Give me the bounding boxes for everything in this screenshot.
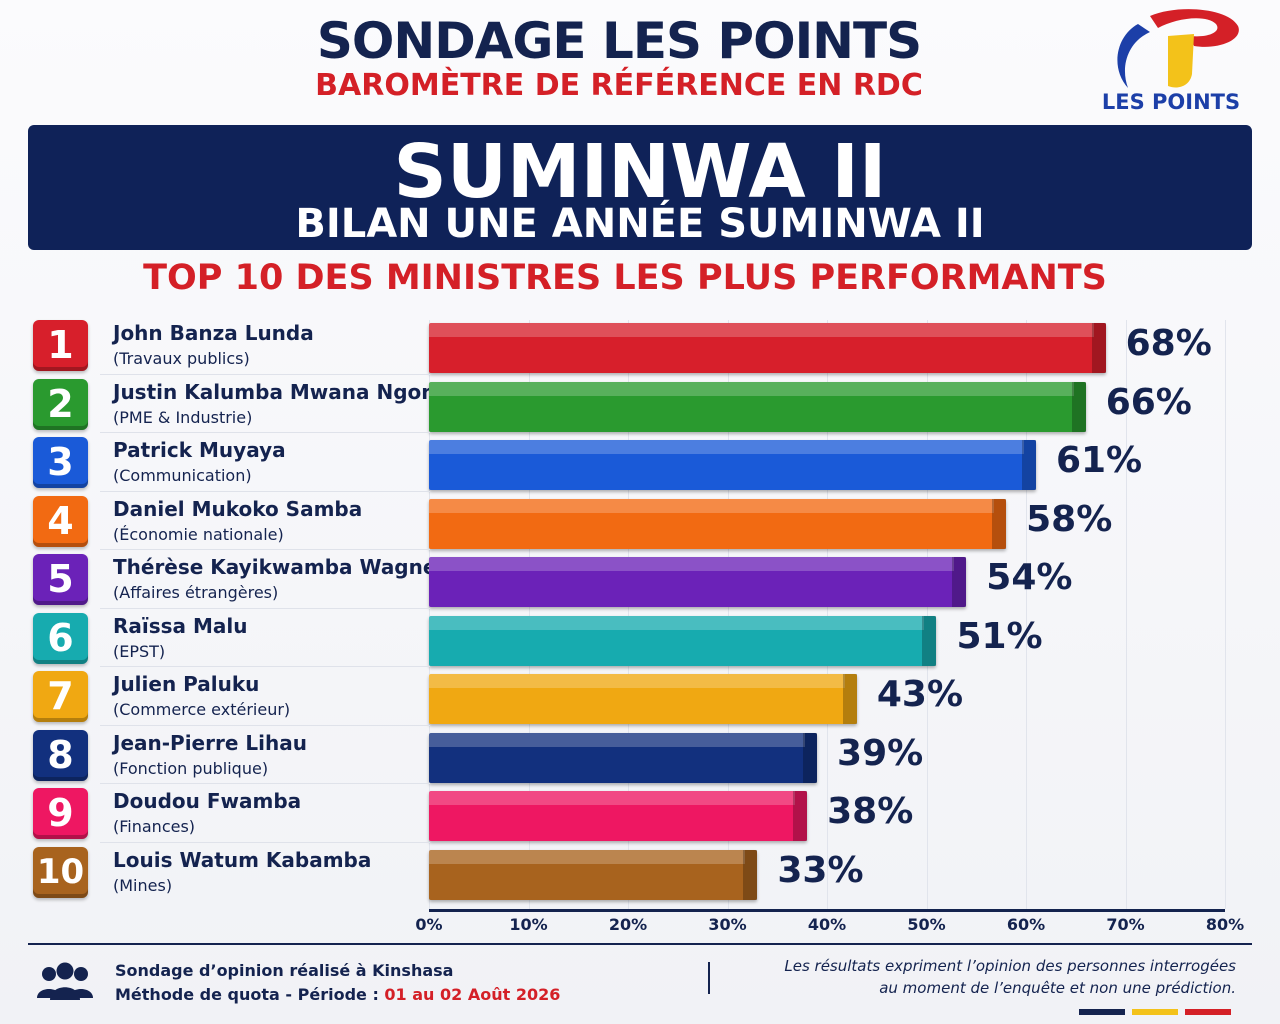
x-tick-label: 20% xyxy=(608,915,648,934)
row-separator xyxy=(100,724,430,726)
logo-text: LES POINTS xyxy=(1101,90,1241,114)
gridline xyxy=(1026,320,1027,909)
gridline xyxy=(528,320,530,909)
footer-separator xyxy=(708,962,710,994)
gridline xyxy=(827,320,828,909)
flag-stripe xyxy=(1079,1009,1125,1015)
row-separator xyxy=(100,490,430,492)
minister-portfolio: (Fonction publique) xyxy=(113,758,269,778)
rank-badge: 4 xyxy=(33,495,88,547)
minister-portfolio: (Travaux publics) xyxy=(113,349,250,368)
banner-title: SUMINWA II xyxy=(393,129,887,215)
bar-value-label: 68% xyxy=(1125,323,1212,364)
bar-value-label: 51% xyxy=(956,615,1043,657)
les-points-logo-icon xyxy=(1117,9,1239,88)
x-tick-label: 70% xyxy=(1106,915,1145,934)
bar xyxy=(429,498,1007,549)
bar-value-label: 33% xyxy=(777,849,864,891)
row-separator xyxy=(100,432,430,433)
bar-value-label: 39% xyxy=(837,732,924,774)
rank-badge: 2 xyxy=(33,378,88,430)
row-separator xyxy=(100,783,430,784)
minister-name: Thérèse Kayikwamba Wagner xyxy=(113,555,447,579)
x-tick-label: 50% xyxy=(907,915,946,934)
flag-stripe xyxy=(1185,1009,1231,1015)
gridline xyxy=(429,320,430,909)
bar xyxy=(429,615,937,666)
banner-subtitle: BILAN UNE ANNÉE SUMINWA II xyxy=(295,201,985,247)
footer-method: Méthode de quota - Période : 01 au 02 Ao… xyxy=(115,985,560,1004)
minister-name: Jean-Pierre Lihau xyxy=(113,730,307,755)
minister-name: Raïssa Malu xyxy=(113,613,248,638)
gridline xyxy=(926,320,928,909)
footer-disclaimer-1: Les résultats expriment l’opinion des pe… xyxy=(784,957,1236,975)
x-tick-label: 0% xyxy=(415,915,443,934)
minister-portfolio: (Mines) xyxy=(113,875,173,895)
bar xyxy=(429,440,1036,490)
rank-badge: 6 xyxy=(33,612,88,664)
minister-name: Justin Kalumba Mwana Ngongo xyxy=(113,379,464,404)
bar-value-label: 66% xyxy=(1105,381,1192,423)
chart-title: TOP 10 DES MINISTRES LES PLUS PERFORMANT… xyxy=(143,258,1107,298)
row-separator xyxy=(100,549,430,550)
minister-portfolio: (Affaires étrangères) xyxy=(113,583,279,602)
bar xyxy=(429,849,758,900)
footer-disclaimer-2: au moment de l’enquête et non une prédic… xyxy=(879,979,1236,997)
minister-name: Doudou Fwamba xyxy=(113,789,302,813)
x-tick-label: 60% xyxy=(1006,915,1046,934)
x-tick-label: 30% xyxy=(708,915,747,934)
footer-method-label: Méthode de quota - Période : xyxy=(115,985,385,1004)
bar xyxy=(429,323,1106,373)
x-tick-label: 10% xyxy=(509,915,548,934)
bar-value-label: 38% xyxy=(827,791,914,832)
bar-value-label: 43% xyxy=(876,674,964,715)
bar-value-label: 58% xyxy=(1026,498,1113,540)
bar xyxy=(429,732,818,783)
minister-name: Daniel Mukoko Samba xyxy=(113,496,363,521)
x-tick-label: 40% xyxy=(807,915,847,934)
x-axis-line xyxy=(429,909,1225,912)
bar xyxy=(429,791,808,841)
minister-portfolio: (PME & Industrie) xyxy=(113,407,253,427)
minister-portfolio: (Économie nationale) xyxy=(113,524,284,544)
row-separator xyxy=(100,373,430,375)
gridline xyxy=(1225,320,1226,909)
gridline xyxy=(628,320,629,909)
minister-name: John Banza Lunda xyxy=(113,321,314,345)
row-separator xyxy=(100,666,430,667)
minister-portfolio: (EPST) xyxy=(113,641,166,661)
minister-portfolio: (Commerce extérieur) xyxy=(113,700,291,719)
poll-title: SONDAGE LES POINTS xyxy=(316,12,922,70)
rank-badge: 3 xyxy=(33,437,88,488)
rank-badge: 5 xyxy=(33,554,88,605)
row-separator xyxy=(100,607,430,609)
flag-stripe xyxy=(1132,1009,1178,1015)
poll-subtitle: BAROMÈTRE DE RÉFÉRENCE EN RDC xyxy=(315,68,923,103)
row-separator xyxy=(100,841,430,843)
rank-badge: 8 xyxy=(33,729,88,781)
footer-survey-location: Sondage d’opinion réalisé à Kinshasa xyxy=(115,961,454,980)
bar-value-label: 54% xyxy=(986,557,1073,598)
bar xyxy=(429,674,857,724)
bar xyxy=(429,557,967,607)
rank-badge: 1 xyxy=(33,320,88,371)
minister-name: Patrick Muyaya xyxy=(113,438,286,462)
minister-name: Julien Paluku xyxy=(113,672,260,696)
gridline xyxy=(727,320,729,909)
minister-name: Louis Watum Kabamba xyxy=(113,847,372,872)
footer-divider xyxy=(28,943,1252,945)
x-tick-label: 80% xyxy=(1205,915,1245,934)
rank-badge: 7 xyxy=(33,671,88,722)
title-banner: SUMINWA II BILAN UNE ANNÉE SUMINWA II xyxy=(28,125,1252,250)
rank-badge: 9 xyxy=(33,788,88,839)
people-icon xyxy=(37,962,93,1000)
minister-portfolio: (Communication) xyxy=(113,466,252,485)
bar xyxy=(429,381,1086,432)
bar-value-label: 61% xyxy=(1055,440,1143,481)
footer-period: 01 au 02 Août 2026 xyxy=(384,985,561,1004)
minister-portfolio: (Finances) xyxy=(113,817,196,836)
gridline xyxy=(1125,320,1127,909)
rank-badge: 10 xyxy=(33,846,88,898)
